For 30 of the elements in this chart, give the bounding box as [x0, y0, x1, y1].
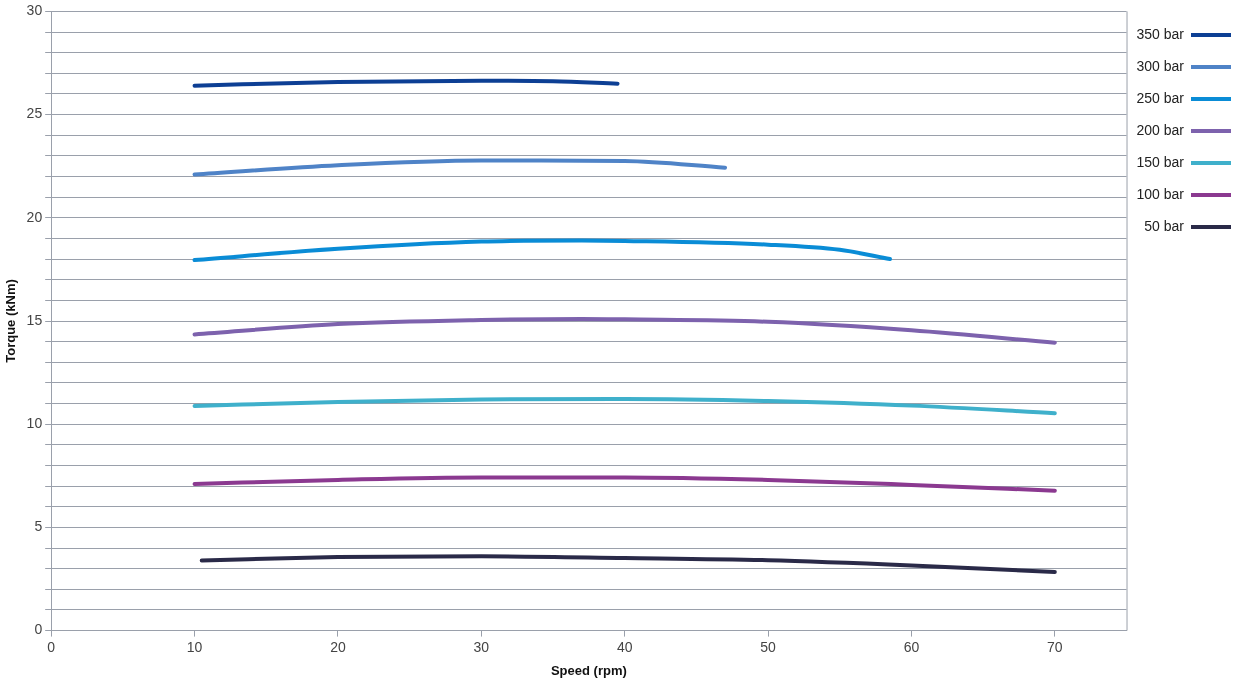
y-tick-label: 25: [26, 105, 43, 122]
x-tick-label: 30: [473, 638, 490, 655]
y-tick-label: 15: [26, 311, 43, 328]
x-tick-label: 20: [330, 638, 346, 655]
legend-label: 100 bar: [1136, 185, 1185, 202]
line-series: [192, 475, 1057, 493]
legend-label: 50 bar: [1144, 217, 1185, 234]
y-tick-label: 20: [26, 208, 43, 225]
x-tick-label: 70: [1047, 638, 1063, 655]
legend-label: 200 bar: [1136, 121, 1185, 138]
line-series: [192, 158, 728, 177]
y-axis-title: Torque (kNm): [3, 279, 19, 363]
legend-label: 300 bar: [1136, 57, 1185, 74]
legend-label: 350 bar: [1136, 25, 1185, 42]
x-tick-label: 60: [903, 638, 920, 655]
line-series: [192, 397, 1057, 416]
x-tick-label: 0: [47, 638, 56, 655]
x-axis-title: Speed (rpm): [550, 662, 627, 678]
x-tick-label: 10: [186, 638, 203, 655]
line-series: [192, 238, 892, 263]
legend-label: 250 bar: [1136, 89, 1185, 106]
x-tick-label: 40: [616, 638, 633, 655]
line-series: [199, 554, 1057, 574]
legend-label: 150 bar: [1136, 153, 1185, 170]
y-tick-label: 5: [34, 518, 43, 535]
y-tick-label: 0: [34, 621, 43, 638]
y-tick-label: 30: [26, 2, 43, 19]
y-tick-label: 10: [26, 415, 43, 432]
line-series: [192, 316, 1057, 345]
x-tick-label: 50: [760, 638, 777, 655]
